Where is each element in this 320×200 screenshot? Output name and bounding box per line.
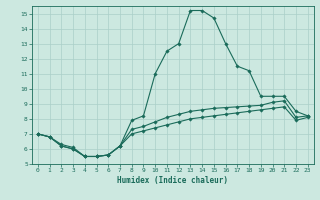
X-axis label: Humidex (Indice chaleur): Humidex (Indice chaleur)	[117, 176, 228, 185]
